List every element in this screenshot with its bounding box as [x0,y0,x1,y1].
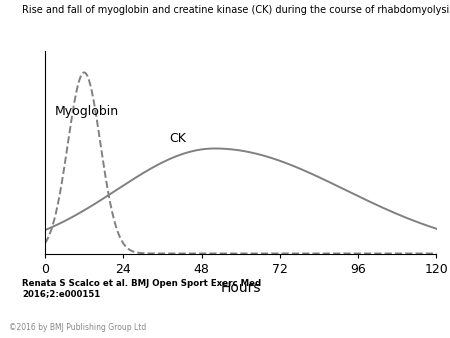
X-axis label: Hours: Hours [220,281,261,295]
Text: Myoglobin: Myoglobin [55,105,119,118]
Text: Rise and fall of myoglobin and creatine kinase (CK) during the course of rhabdom: Rise and fall of myoglobin and creatine … [22,5,450,15]
Text: BMJ Open Sport &: BMJ Open Sport & [334,289,422,298]
Text: Renata S Scalco et al. BMJ Open Sport Exerc Med
2016;2:e000151: Renata S Scalco et al. BMJ Open Sport Ex… [22,279,261,298]
Text: Exercise Medicine: Exercise Medicine [334,309,422,318]
Text: ©2016 by BMJ Publishing Group Ltd: ©2016 by BMJ Publishing Group Ltd [9,323,146,332]
Text: CK: CK [169,132,186,145]
